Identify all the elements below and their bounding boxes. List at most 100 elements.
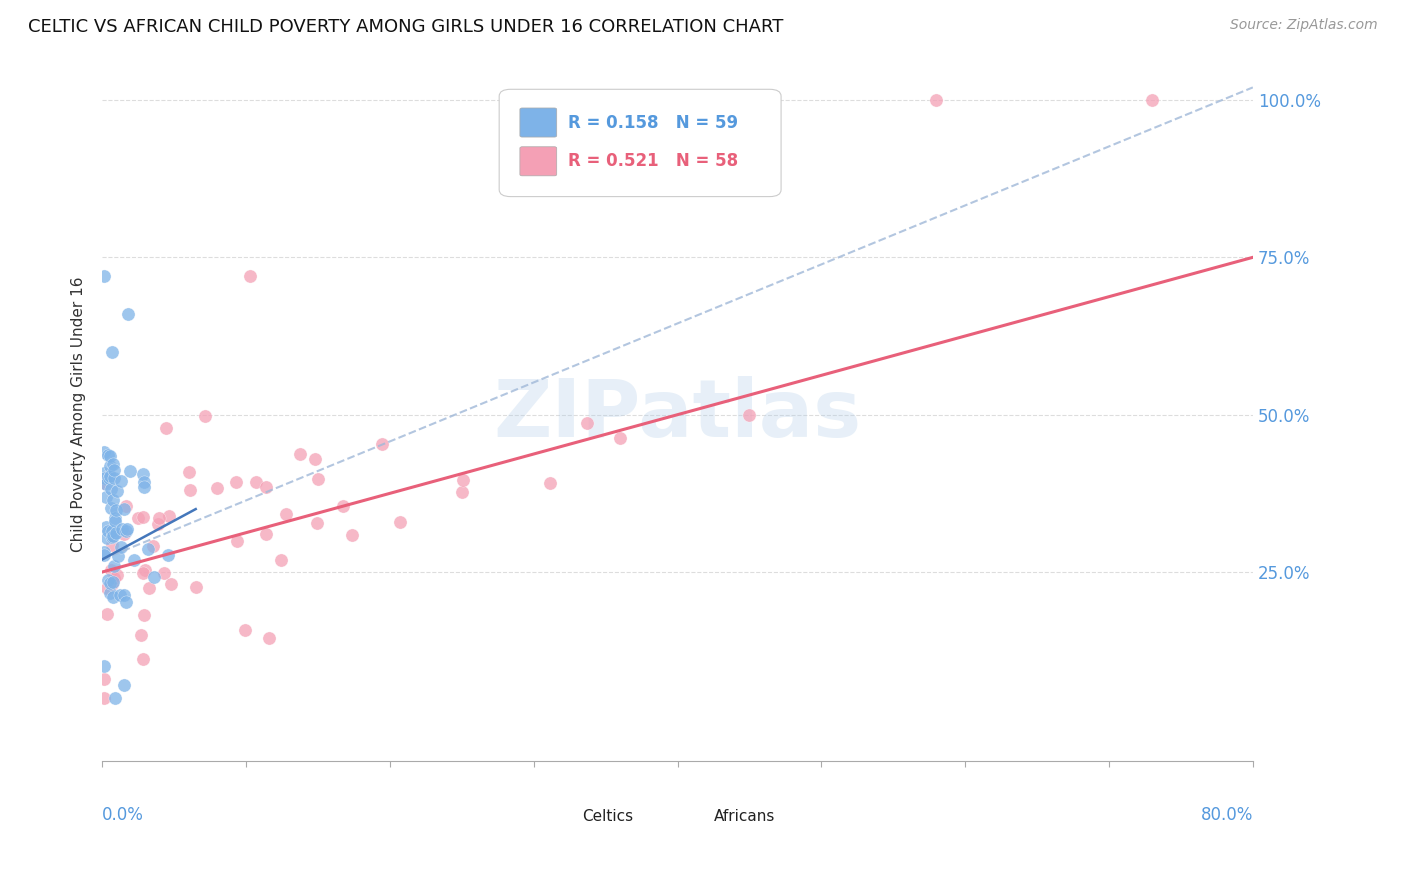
Point xyxy=(101,492,124,507)
Point xyxy=(132,475,155,489)
Point xyxy=(257,632,280,646)
Point xyxy=(120,464,142,478)
Point xyxy=(105,483,128,498)
Point xyxy=(101,538,124,552)
Point xyxy=(108,588,131,602)
Text: ZIPatlas: ZIPatlas xyxy=(494,376,862,454)
Point xyxy=(96,581,118,595)
Y-axis label: Child Poverty Among Girls Under 16: Child Poverty Among Girls Under 16 xyxy=(72,277,86,552)
Point xyxy=(245,475,267,489)
FancyBboxPatch shape xyxy=(543,805,572,828)
Point xyxy=(225,475,247,490)
Point xyxy=(134,563,156,577)
Point xyxy=(132,510,155,524)
Point xyxy=(254,527,277,541)
Point xyxy=(388,515,411,529)
Point xyxy=(155,421,177,435)
Point xyxy=(93,672,115,686)
Point xyxy=(93,444,115,458)
Point xyxy=(98,468,121,483)
Point xyxy=(308,472,330,486)
Point xyxy=(270,552,292,566)
Point xyxy=(93,548,115,562)
Point xyxy=(254,480,277,494)
Point xyxy=(134,608,156,623)
FancyBboxPatch shape xyxy=(520,147,557,176)
Point xyxy=(97,471,120,485)
Point xyxy=(132,480,155,494)
Point xyxy=(127,511,149,525)
Point xyxy=(104,526,127,541)
Point xyxy=(304,451,326,466)
Point xyxy=(93,466,115,480)
Point xyxy=(288,447,311,461)
Text: Africans: Africans xyxy=(714,809,776,823)
Point xyxy=(148,511,170,525)
Point xyxy=(100,575,122,590)
Point xyxy=(96,531,118,545)
Point xyxy=(115,499,138,513)
Text: Source: ZipAtlas.com: Source: ZipAtlas.com xyxy=(1230,18,1378,32)
Point xyxy=(103,571,125,585)
Point xyxy=(179,483,201,497)
Point xyxy=(101,457,124,471)
FancyBboxPatch shape xyxy=(499,89,782,196)
Text: 80.0%: 80.0% xyxy=(1201,805,1253,824)
Point xyxy=(186,580,208,594)
Text: 0.0%: 0.0% xyxy=(103,805,143,824)
Point xyxy=(105,567,128,582)
Point xyxy=(100,530,122,544)
Point xyxy=(1140,93,1163,107)
Point xyxy=(342,528,364,542)
FancyBboxPatch shape xyxy=(675,805,706,828)
Point xyxy=(239,269,262,284)
Point xyxy=(101,344,124,359)
Point xyxy=(93,659,115,673)
Point xyxy=(93,471,115,485)
Point xyxy=(114,595,136,609)
Point xyxy=(97,448,120,462)
Point xyxy=(925,93,948,107)
Point xyxy=(146,517,169,532)
Point xyxy=(103,463,125,477)
Text: Celtics: Celtics xyxy=(582,809,633,823)
Point xyxy=(233,623,256,637)
Point xyxy=(93,690,115,705)
Text: R = 0.521   N = 58: R = 0.521 N = 58 xyxy=(568,153,738,170)
Point xyxy=(609,431,631,445)
Point xyxy=(157,548,180,562)
Point xyxy=(738,408,761,422)
Point xyxy=(451,473,474,487)
Point xyxy=(131,566,153,580)
Text: R = 0.158   N = 59: R = 0.158 N = 59 xyxy=(568,113,738,131)
Point xyxy=(122,553,145,567)
Point xyxy=(111,522,134,536)
Point xyxy=(100,500,122,515)
Point xyxy=(226,534,249,549)
Point xyxy=(97,524,120,538)
Point xyxy=(450,484,472,499)
Point xyxy=(103,470,125,484)
Point xyxy=(101,577,124,591)
Point xyxy=(110,541,132,555)
Point xyxy=(93,545,115,559)
Point xyxy=(117,307,139,321)
Point xyxy=(104,503,127,517)
Point xyxy=(115,524,138,538)
Point xyxy=(138,542,160,557)
Point xyxy=(142,539,165,553)
Point xyxy=(101,574,124,589)
Point xyxy=(138,581,160,595)
Point xyxy=(307,516,329,530)
Point xyxy=(112,678,135,692)
Point xyxy=(100,563,122,577)
Point xyxy=(112,527,135,541)
Point xyxy=(157,508,180,523)
Point xyxy=(194,409,217,423)
Point xyxy=(538,475,561,490)
Point xyxy=(371,437,394,451)
Point xyxy=(96,607,118,621)
Point xyxy=(100,482,122,496)
Point xyxy=(98,585,121,599)
Point xyxy=(152,566,174,580)
